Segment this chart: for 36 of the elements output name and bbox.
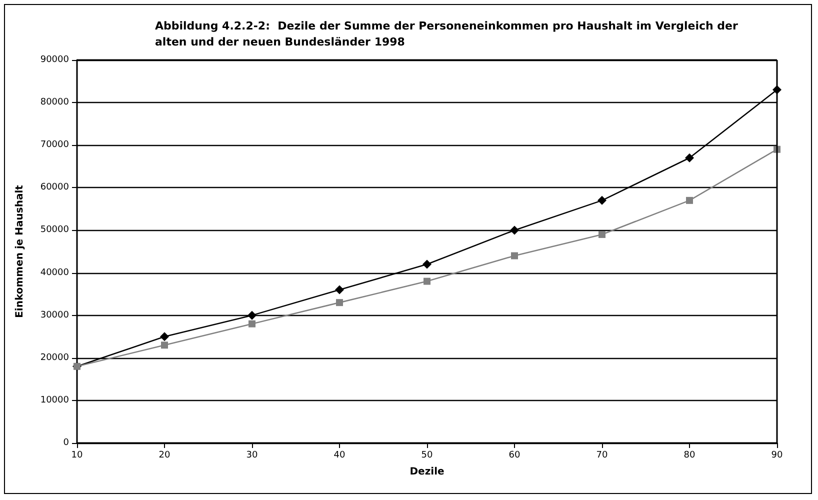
x-tick-label: 70 bbox=[596, 450, 608, 460]
y-tick-label: 10000 bbox=[40, 395, 70, 406]
point bbox=[248, 310, 256, 320]
y-tick-label: 90000 bbox=[40, 55, 70, 65]
y-tick-label: 70000 bbox=[40, 140, 70, 150]
point bbox=[598, 196, 606, 205]
point bbox=[248, 320, 256, 328]
x-tick-label: 40 bbox=[334, 450, 346, 460]
y-axis-title: Einkommen je Haushalt bbox=[14, 184, 26, 318]
x-tick-label: 90 bbox=[771, 450, 783, 460]
x-tick-label: 30 bbox=[246, 450, 258, 460]
point bbox=[335, 285, 344, 294]
chart-title: Abbildung 4.2.2-2: Dezile der Summe der Personeneinkommen pro Haushalt im Vergleich der alten und der neuen Bundesländer 1998 bbox=[155, 20, 739, 48]
point bbox=[422, 260, 432, 269]
y-tick-label: 0 bbox=[63, 438, 70, 448]
x-tick-label: 60 bbox=[508, 450, 520, 460]
y-tick-label: 60000 bbox=[40, 182, 70, 193]
point bbox=[424, 278, 430, 285]
x-axis-title: Dezile bbox=[410, 466, 444, 478]
point bbox=[686, 196, 693, 204]
point bbox=[161, 342, 168, 349]
x-tick-label: 20 bbox=[158, 450, 170, 460]
x-tick-label: 80 bbox=[684, 450, 696, 460]
y-tick-label: 80000 bbox=[40, 98, 70, 108]
point bbox=[336, 299, 343, 306]
y-tick-label: 20000 bbox=[40, 352, 70, 363]
x-tick-label: 10 bbox=[71, 450, 83, 460]
y-tick-label: 30000 bbox=[40, 310, 70, 320]
point bbox=[510, 226, 519, 235]
x-tick-label: 50 bbox=[421, 450, 433, 460]
point bbox=[598, 230, 606, 238]
point bbox=[160, 332, 169, 342]
y-tick-label: 40000 bbox=[40, 268, 70, 278]
point bbox=[511, 252, 518, 260]
y-tick-label: 50000 bbox=[40, 225, 70, 236]
point bbox=[685, 153, 694, 162]
